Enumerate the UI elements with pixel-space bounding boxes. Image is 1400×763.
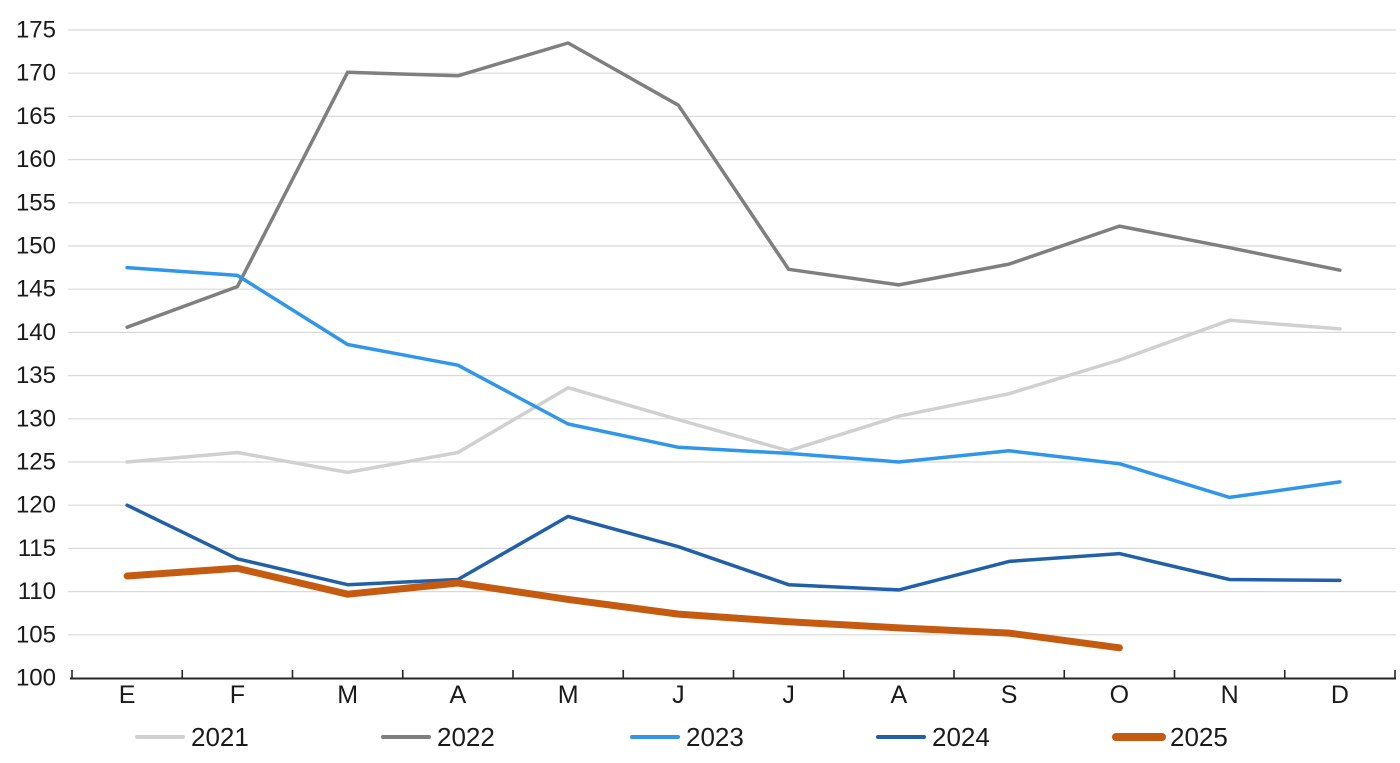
y-tick-label: 105 (16, 621, 56, 648)
x-tick-label: O (1110, 681, 1129, 709)
gridlines (68, 29, 1396, 636)
y-tick-label: 135 (16, 362, 56, 389)
y-tick-label: 115 (18, 535, 56, 562)
series-line-2022 (125, 41, 1342, 329)
series-lines (123, 41, 1342, 652)
legend: 2021 2022 2023 2024 2025 (135, 722, 1228, 752)
y-tick-label: 155 (16, 189, 56, 216)
y-tick-label: 170 (16, 60, 56, 87)
series-line-2023 (125, 265, 1342, 500)
y-tick-label: 150 (16, 233, 56, 260)
y-tick-label: 160 (16, 146, 56, 173)
series-line-2021 (125, 318, 1342, 475)
legend-item-2025: 2025 (1112, 722, 1228, 752)
x-tick-label: E (119, 681, 136, 709)
x-axis (70, 670, 1396, 680)
x-tick-label: F (230, 681, 245, 709)
legend-item-2023: 2023 (630, 722, 744, 752)
legend-item-2021: 2021 (135, 722, 249, 752)
y-tick-label: 145 (16, 276, 56, 303)
legend-label-2022: 2022 (437, 722, 495, 752)
legend-label-2025: 2025 (1170, 722, 1228, 752)
x-tick-label: M (337, 681, 358, 709)
y-tick-label: 165 (16, 103, 56, 130)
x-tick-label: J (672, 681, 685, 709)
y-tick-label: 120 (16, 492, 56, 519)
x-tick-label: N (1221, 681, 1239, 709)
x-tick-label: J (782, 681, 795, 709)
x-tick-label: S (1001, 681, 1018, 709)
legend-label-2023: 2023 (686, 722, 744, 752)
series-line-2025 (123, 564, 1123, 652)
legend-label-2024: 2024 (932, 722, 990, 752)
y-tick-label: 110 (18, 578, 56, 605)
x-tick-label: D (1331, 681, 1349, 709)
y-tick-label: 130 (16, 405, 56, 432)
legend-item-2024: 2024 (876, 722, 990, 752)
legend-item-2022: 2022 (381, 722, 495, 752)
y-tick-label: 100 (16, 665, 56, 692)
series-line-2024 (125, 503, 1342, 592)
y-tick-label: 140 (16, 319, 56, 346)
legend-label-2021: 2021 (191, 722, 249, 752)
x-tick-label: A (450, 681, 467, 709)
y-tick-label: 175 (16, 17, 56, 44)
x-tick-label: M (558, 681, 579, 709)
y-tick-label: 125 (16, 449, 56, 476)
x-tick-label: A (891, 681, 908, 709)
y-axis-labels: 100 105 110 115 120 125 130 135 140 145 150 155 160 1… (16, 17, 56, 692)
